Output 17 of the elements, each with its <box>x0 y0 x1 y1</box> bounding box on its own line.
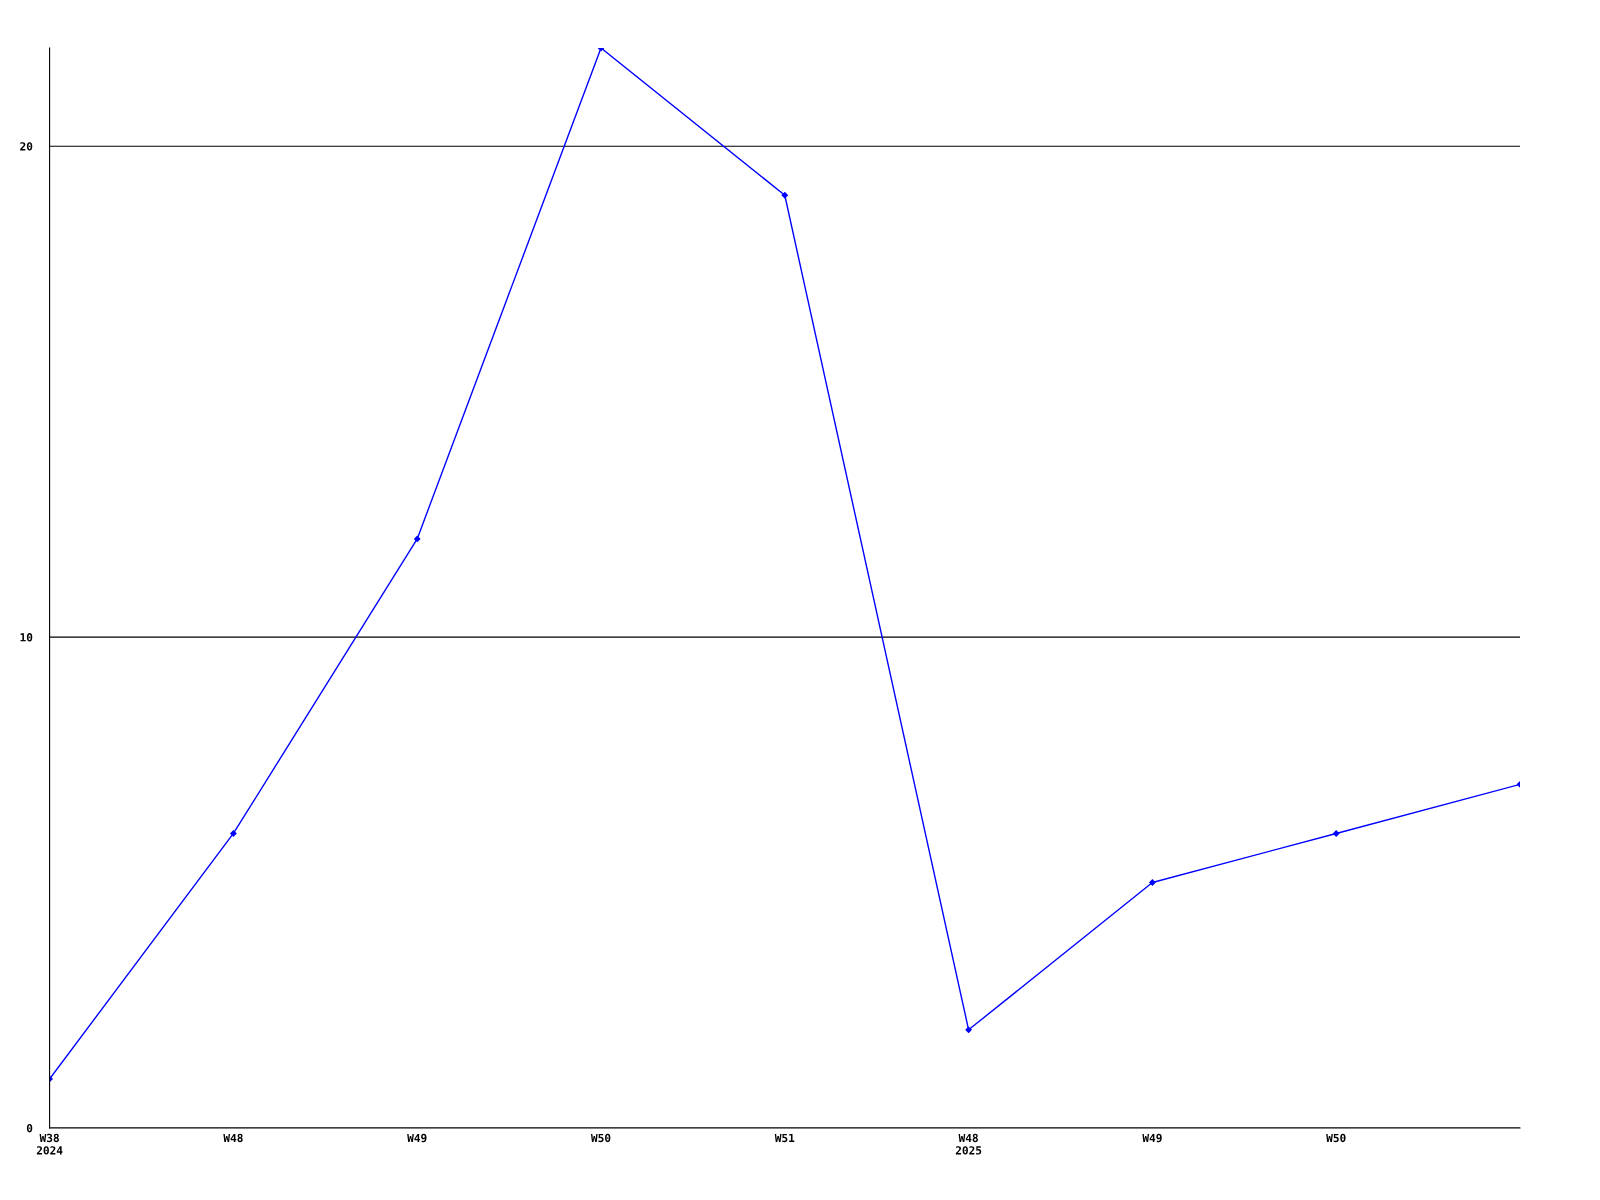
point <box>965 1026 972 1033</box>
x-tick-label: W49 <box>1142 1133 1162 1143</box>
x-tick-label: W48 2025 <box>955 1133 982 1155</box>
x-tick-label: W50 <box>590 1133 611 1143</box>
point <box>414 535 421 543</box>
point <box>1149 879 1156 886</box>
point <box>230 830 237 837</box>
x-tick-label: W48 <box>223 1133 243 1143</box>
y-tick-label: 0 <box>26 1123 33 1133</box>
x-tick-label: W51 <box>774 1133 795 1143</box>
point <box>781 192 788 199</box>
y-tick-label: 20 <box>20 142 33 151</box>
point <box>1333 830 1340 837</box>
x-tick-label: W50 <box>1326 1133 1346 1143</box>
x-tick-label: W49 <box>407 1133 427 1143</box>
x-tick-label: W38 2024 <box>36 1133 63 1155</box>
y-tick-label: 10 <box>20 633 33 642</box>
